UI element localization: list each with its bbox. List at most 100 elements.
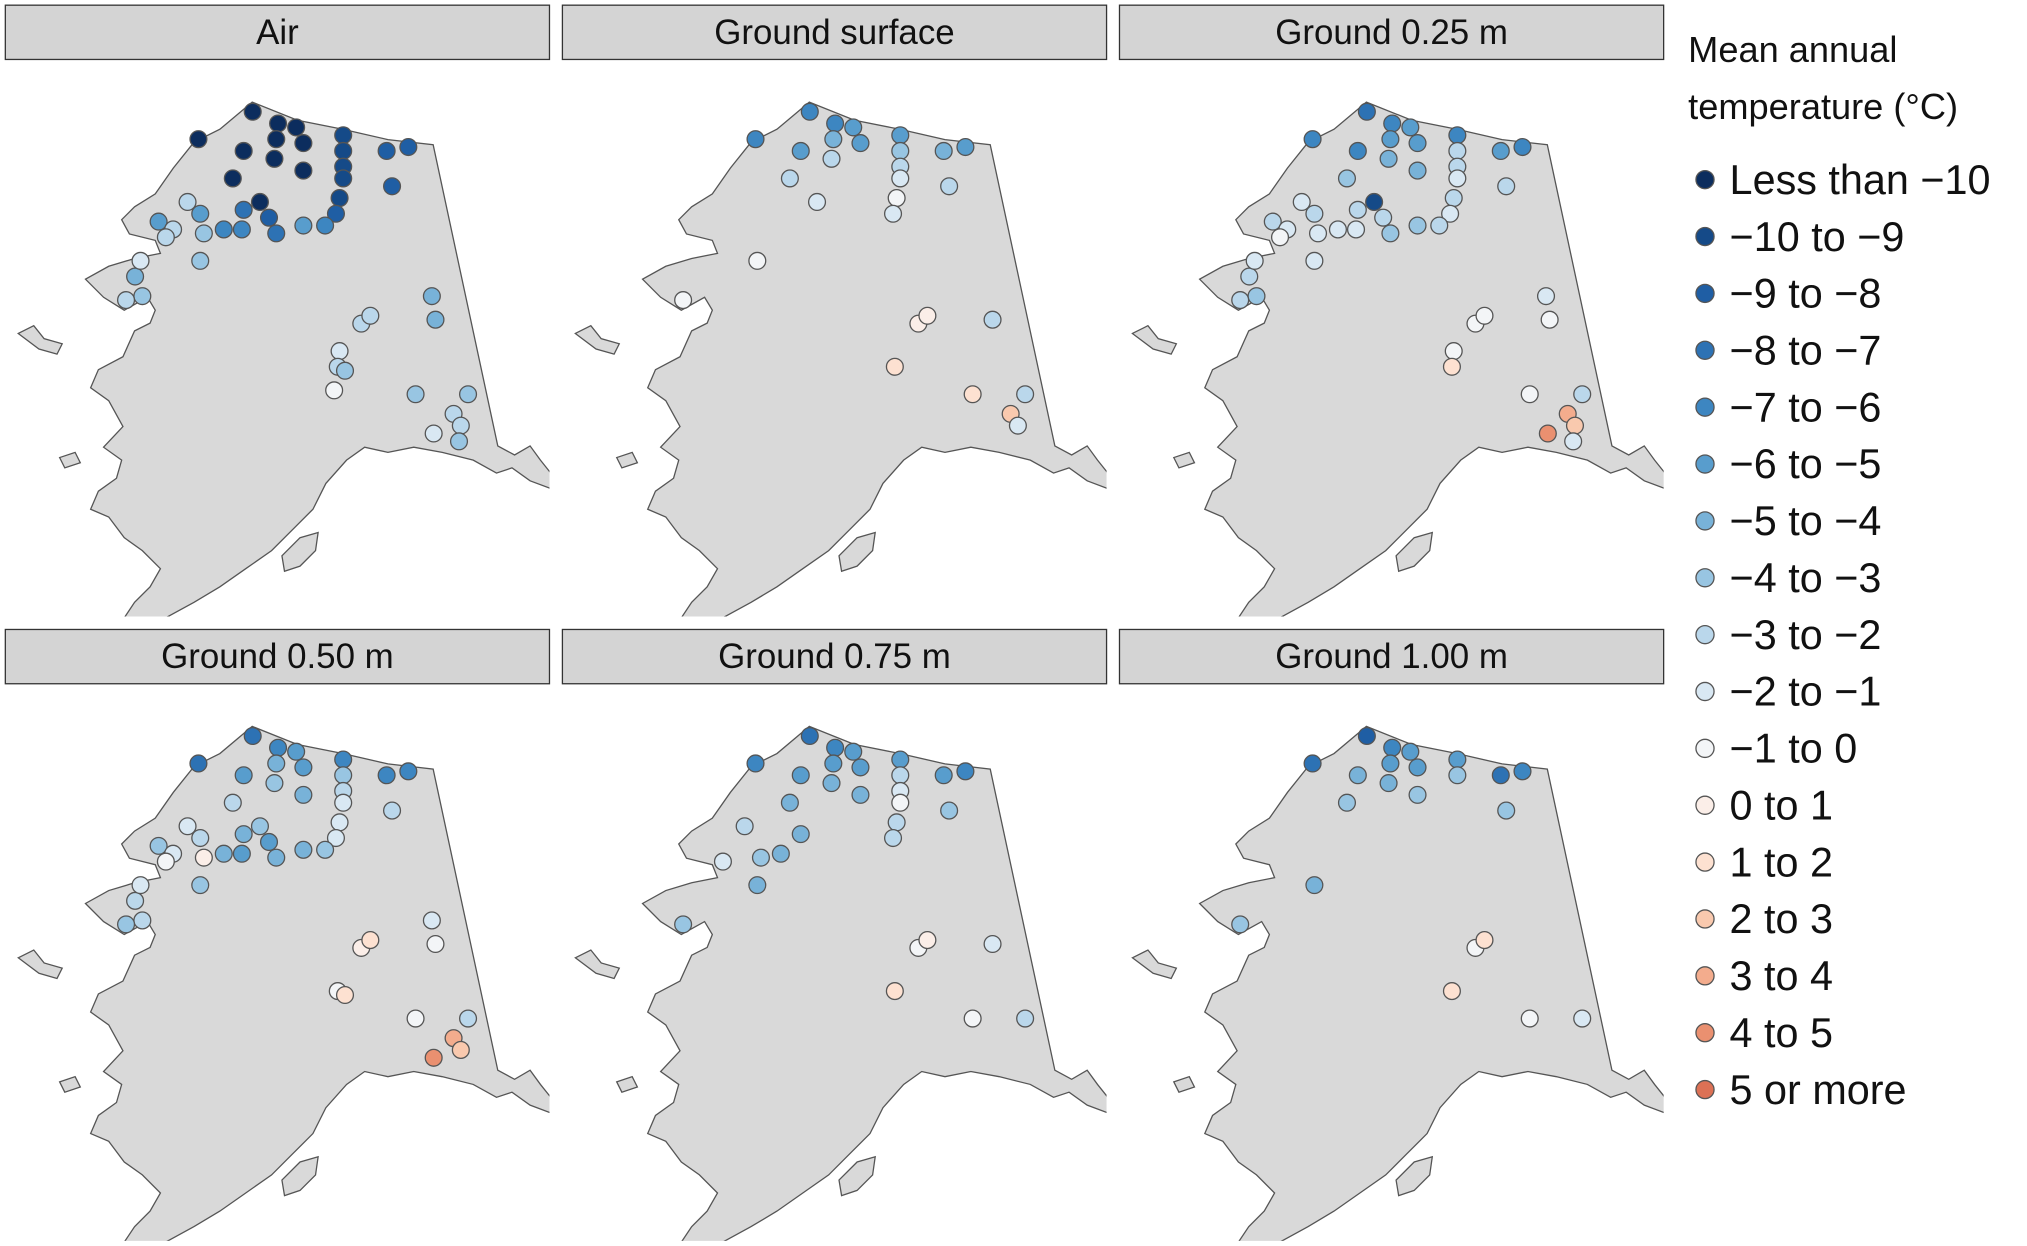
legend-marker: [1695, 511, 1715, 531]
station-point: [335, 361, 355, 380]
station-point: [891, 141, 910, 161]
station-point: [1491, 766, 1510, 785]
station-point: [1305, 876, 1324, 895]
station-point: [844, 118, 863, 137]
station-point: [267, 130, 286, 149]
legend-marker: [1695, 226, 1715, 247]
station-point: [934, 141, 953, 161]
station-point: [234, 766, 253, 785]
station-point: [851, 758, 870, 777]
station-point: [1475, 931, 1494, 950]
station-point: [294, 758, 313, 777]
station-point: [234, 200, 253, 219]
station-point: [1346, 220, 1366, 239]
station-point: [214, 220, 233, 239]
station-point: [194, 224, 213, 243]
station-point: [361, 306, 380, 325]
station-point: [963, 385, 982, 404]
station-point: [294, 161, 313, 180]
station-point: [963, 1009, 982, 1028]
station-point: [824, 754, 843, 773]
station-point: [1441, 204, 1460, 223]
station-point: [751, 848, 770, 867]
station-point: [851, 785, 870, 804]
station-point: [406, 385, 425, 404]
map: [1131, 101, 1664, 617]
station-point: [178, 817, 197, 836]
station-point: [451, 1040, 470, 1059]
station-point: [885, 982, 904, 1001]
alaska-outline: [17, 101, 550, 617]
station-point: [674, 291, 693, 310]
legend-label: 2 to 3: [1730, 896, 1833, 942]
station-point: [1448, 126, 1467, 145]
station-point: [243, 102, 262, 121]
station-point: [1247, 287, 1266, 306]
station-point: [335, 985, 355, 1005]
station-point: [149, 212, 168, 231]
station-point: [1270, 228, 1290, 247]
legend-label: −5 to −4: [1730, 498, 1882, 544]
station-point: [891, 750, 910, 769]
panel-title: Ground 0.50 m: [161, 637, 394, 676]
legend-label: 5 or more: [1730, 1067, 1907, 1113]
station-point: [330, 342, 349, 361]
station-point: [780, 793, 799, 812]
station-point: [1374, 208, 1393, 227]
station-point: [149, 836, 168, 855]
panel-title: Ground 1.00 m: [1275, 637, 1508, 676]
station-point: [1303, 754, 1322, 773]
legend-label: Less than −10: [1730, 157, 1991, 203]
station-point: [334, 793, 353, 812]
station-point: [133, 287, 152, 306]
station-point: [377, 141, 396, 161]
station-point: [377, 766, 396, 785]
station-point: [1308, 224, 1328, 243]
station-point: [807, 192, 827, 212]
legend-label: −4 to −3: [1730, 555, 1882, 601]
legend-marker: [1695, 966, 1715, 986]
legend-label: −1 to 0: [1730, 726, 1858, 772]
station-point: [326, 204, 346, 223]
strip: [1118, 628, 1665, 685]
station-point: [117, 915, 136, 934]
station-point: [771, 844, 790, 863]
station-point: [918, 306, 937, 325]
strip: [4, 628, 551, 685]
station-point: [824, 130, 843, 149]
legend-marker: [1695, 624, 1715, 645]
station-point: [422, 287, 441, 306]
station-point: [1383, 738, 1402, 757]
station-point: [1513, 137, 1532, 157]
station-point: [1357, 726, 1376, 746]
station-point: [1365, 192, 1384, 212]
station-point: [791, 825, 810, 844]
station-point: [294, 134, 313, 153]
legend-marker: [1695, 681, 1715, 702]
station-point: [424, 424, 443, 443]
station-point: [133, 911, 152, 930]
station-point: [1408, 134, 1427, 153]
legend-marker: [1695, 909, 1715, 929]
station-point: [194, 848, 213, 867]
station-point: [983, 310, 1002, 329]
station-point: [449, 432, 469, 451]
station-point: [1337, 169, 1357, 188]
station-point: [1408, 216, 1427, 235]
map: [17, 725, 550, 1241]
station-point: [883, 828, 903, 848]
station-point: [735, 817, 754, 836]
legend-label: −8 to −7: [1730, 327, 1882, 373]
station-point: [1381, 130, 1400, 149]
legend-marker: [1695, 795, 1715, 815]
map: [1131, 725, 1664, 1241]
map-panel: Ground 0.75 m: [561, 628, 1108, 1241]
station-point: [265, 774, 284, 793]
map-panel: Ground 0.50 m: [4, 628, 551, 1241]
station-point: [1448, 766, 1467, 785]
station-point: [422, 911, 441, 930]
station-point: [334, 169, 353, 188]
station-point: [1573, 385, 1592, 404]
legend-marker: [1695, 283, 1715, 304]
station-point: [1520, 1009, 1539, 1028]
